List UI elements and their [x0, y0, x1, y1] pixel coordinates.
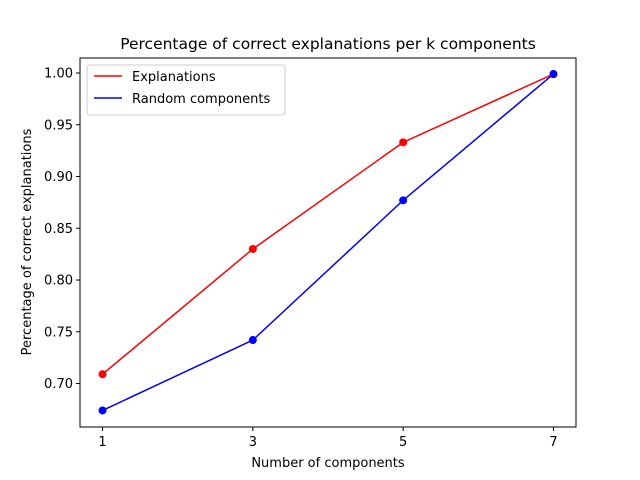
y-tick-label: 0.90: [44, 170, 73, 185]
chart-title: Percentage of correct explanations per k…: [120, 35, 536, 53]
y-tick-label: 0.80: [44, 274, 73, 289]
x-tick-label: 5: [399, 435, 407, 450]
data-point-explanations: [399, 138, 408, 147]
series-line-random-components: [102, 73, 554, 412]
y-tick-label: 0.85: [44, 222, 73, 237]
y-tick-label: 1.00: [44, 67, 73, 82]
data-point-explanations: [98, 370, 107, 379]
y-tick-label: 0.95: [44, 118, 73, 133]
data-point-explanations: [248, 244, 257, 253]
data-point-random-components: [399, 196, 408, 205]
legend-box: [86, 64, 286, 116]
x-tick-label: 7: [549, 435, 557, 450]
axes-frame: [79, 57, 577, 428]
plot-area: [79, 57, 577, 428]
series-line-explanations: [102, 73, 554, 375]
x-axis: 1 3 5 7: [98, 427, 558, 450]
y-axis-label: Percentage of correct explanations: [20, 128, 35, 355]
data-point-random-components: [549, 70, 558, 79]
y-tick-label: 0.70: [44, 377, 73, 392]
y-axis: 0.70 0.75 0.80 0.85 0.90 0.95 1.00: [44, 67, 80, 392]
y-tick-label: 0.75: [44, 325, 73, 340]
series-layer: [98, 70, 558, 415]
legend-label-random-components: Random components: [132, 92, 270, 107]
x-axis-label: Number of components: [251, 456, 405, 471]
legend-label-explanations: Explanations: [132, 70, 216, 85]
data-point-random-components: [248, 336, 257, 345]
legend: Explanations Random components: [86, 64, 286, 116]
x-tick-label: 1: [98, 435, 106, 450]
data-point-random-components: [98, 406, 107, 415]
x-tick-label: 3: [249, 435, 257, 450]
